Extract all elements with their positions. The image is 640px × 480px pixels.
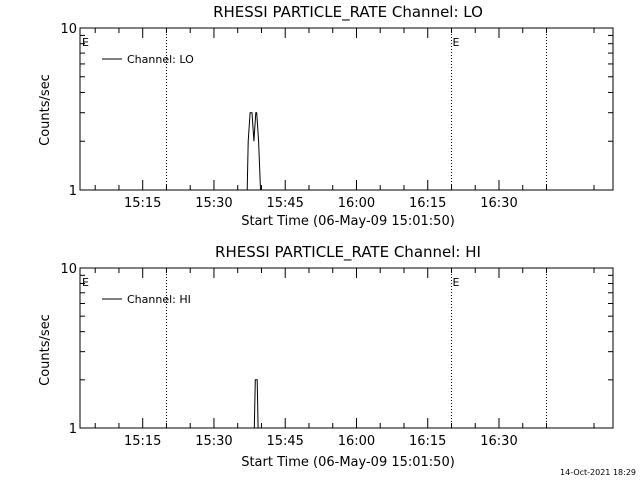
x-tick-label: 16:15 [409, 434, 446, 449]
y-tick-label: 1 [69, 184, 77, 199]
y-tick-label: 1 [69, 422, 77, 437]
x-tick-label: 16:30 [480, 196, 517, 211]
panel-lo-channel: RHESSI PARTICLE_RATE Channel: LO Counts/… [38, 3, 614, 229]
y-axis-label-hi: Counts/sec [38, 314, 53, 386]
x-tick-label: 16:00 [338, 434, 375, 449]
plot-frame [79, 27, 614, 191]
x-axis-label-hi: Start Time (06-May-09 15:01:50) [241, 455, 455, 470]
x-tick-label: 15:15 [124, 434, 161, 449]
chart-title-hi: RHESSI PARTICLE_RATE Channel: HI [215, 243, 481, 262]
plot-frame [79, 267, 614, 429]
x-tick-label: 15:30 [195, 196, 232, 211]
event-marker-label: E [452, 276, 459, 289]
y-tick-label: 10 [60, 22, 77, 37]
x-tick-label: 16:15 [409, 196, 446, 211]
x-tick-label: 15:45 [266, 434, 303, 449]
x-tick-label: 16:00 [338, 196, 375, 211]
x-tick-label: 15:30 [195, 434, 232, 449]
footer-timestamp: 14-Oct-2021 18:29 [560, 468, 636, 477]
x-tick-label: 16:30 [480, 434, 517, 449]
chart-title-lo: RHESSI PARTICLE_RATE Channel: LO [213, 3, 483, 22]
y-axis-label-lo: Counts/sec [38, 74, 53, 146]
y-tick-label: 10 [60, 262, 77, 277]
x-axis-label-lo: Start Time (06-May-09 15:01:50) [241, 214, 455, 229]
series-line [246, 112, 263, 191]
panel-hi-channel: RHESSI PARTICLE_RATE Channel: HI Counts/… [38, 243, 614, 470]
legend-label-hi: Channel: HI [127, 293, 191, 306]
event-marker-label: E [452, 36, 459, 49]
x-tick-label: 15:45 [266, 196, 303, 211]
event-marker-label: E [82, 36, 89, 49]
legend-label-lo: Channel: LO [127, 53, 194, 66]
series-line [253, 379, 259, 429]
event-marker-label: E [82, 276, 89, 289]
x-tick-label: 15:15 [124, 196, 161, 211]
